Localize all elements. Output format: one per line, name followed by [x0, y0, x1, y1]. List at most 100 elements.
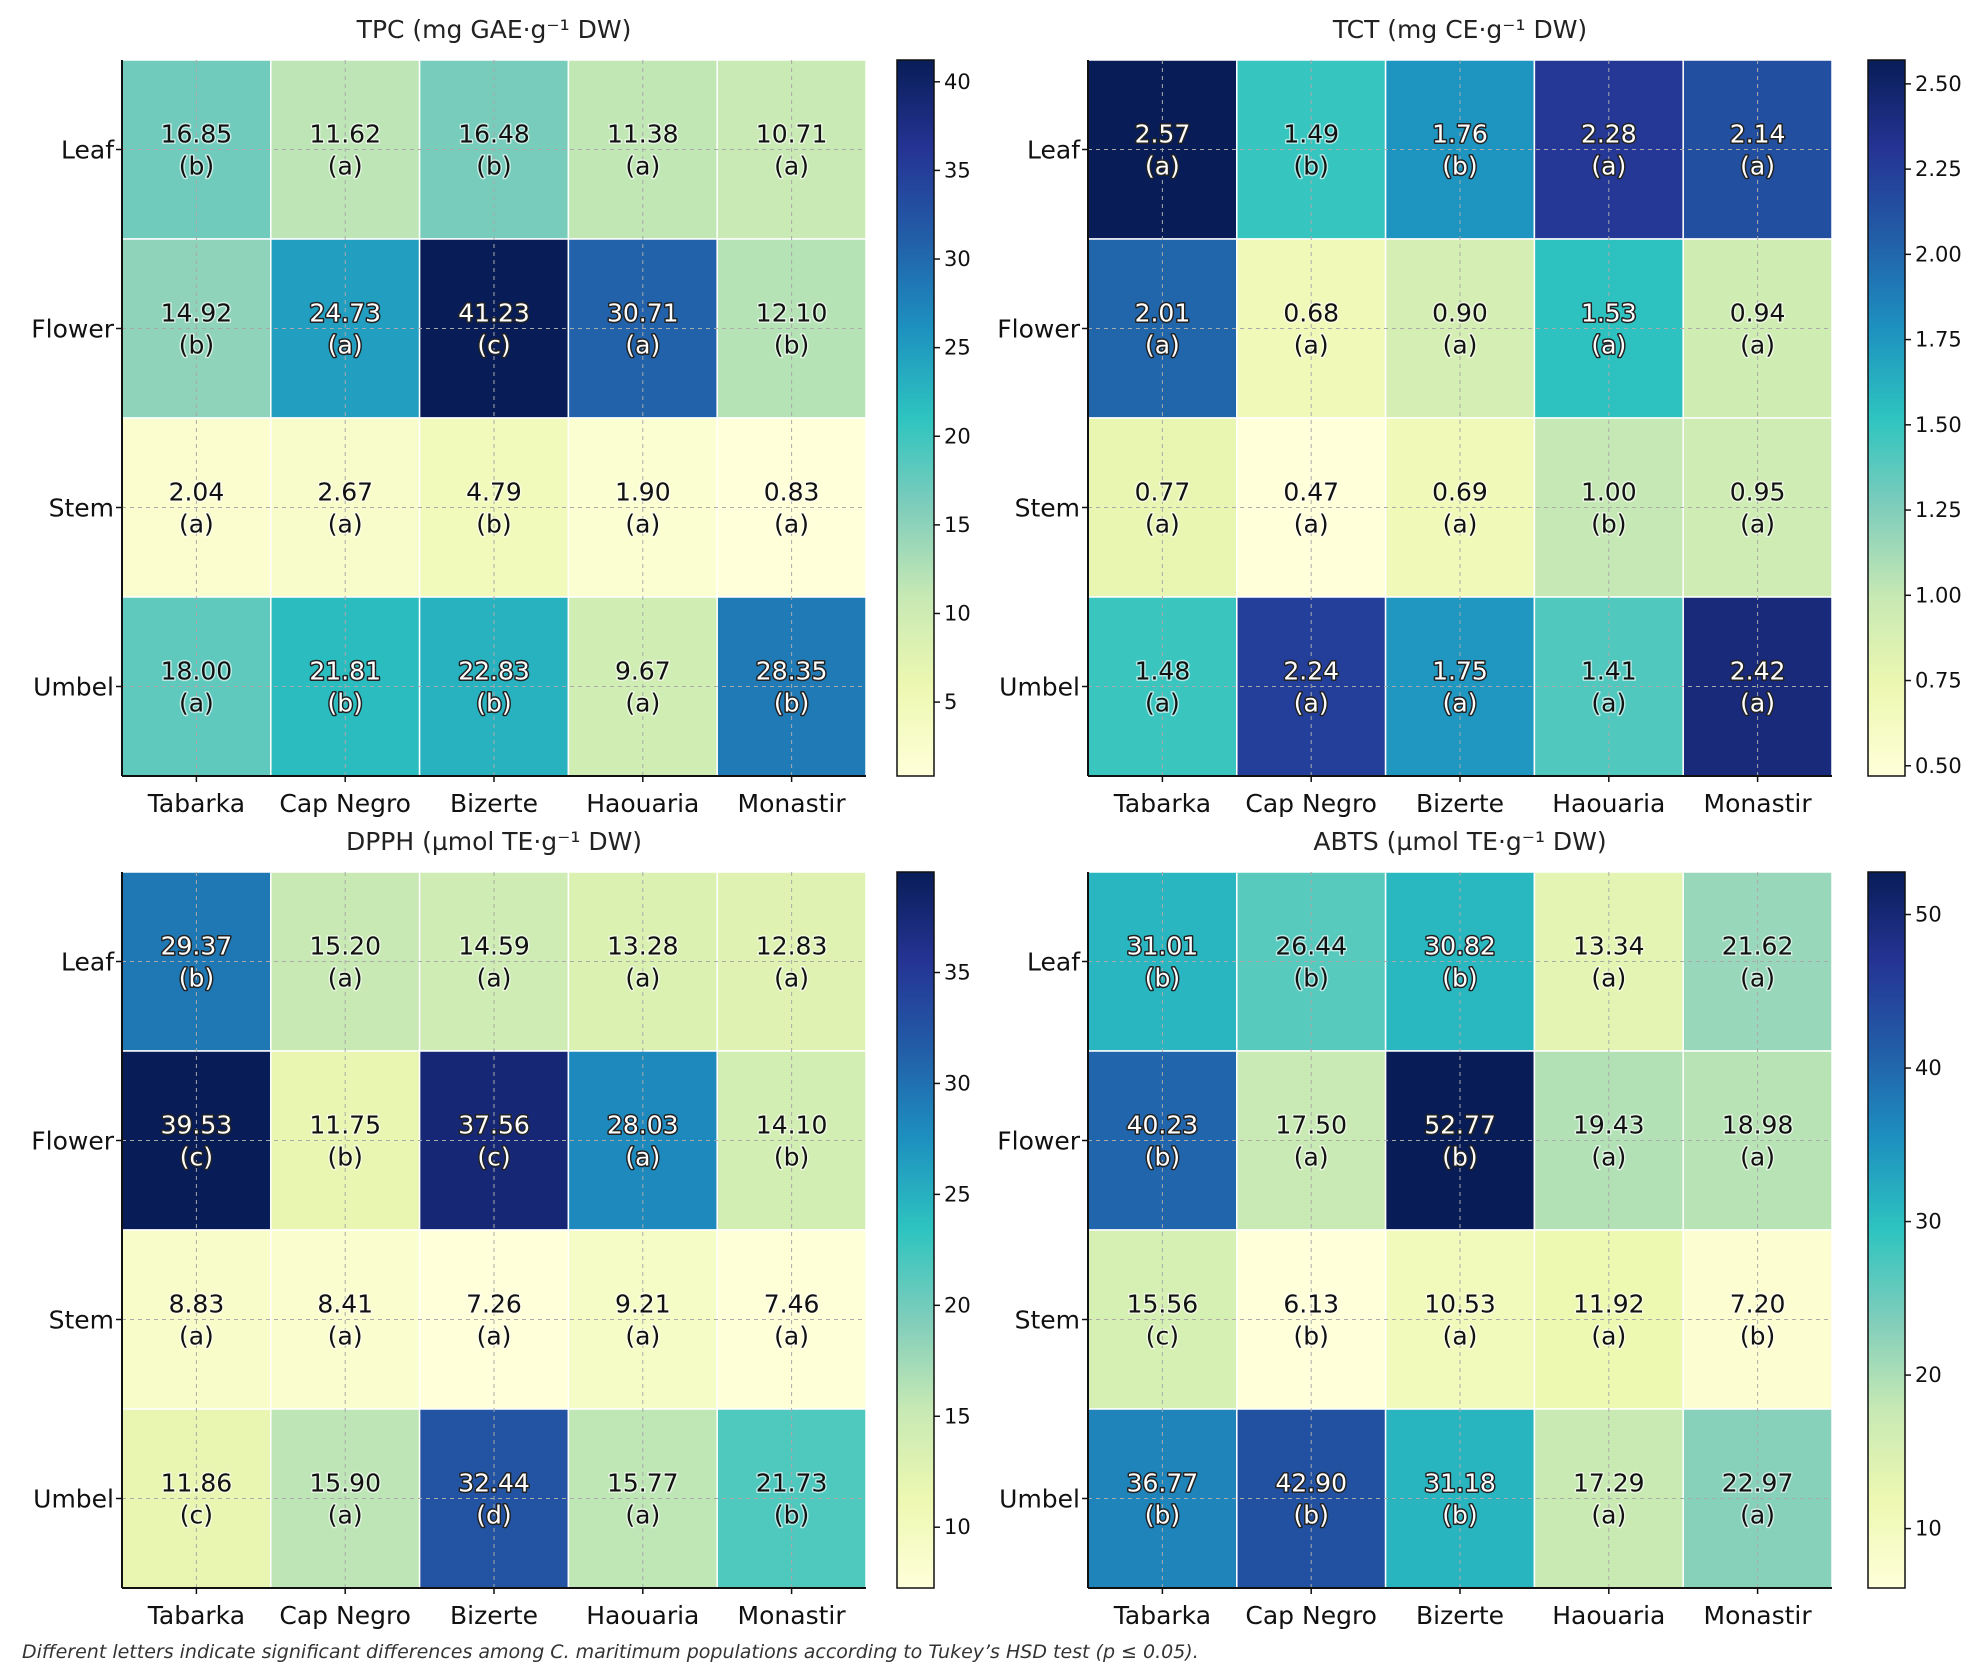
colorbar-tick-label: 2.25: [1915, 157, 1962, 181]
cell-letter: (a): [1294, 510, 1329, 539]
cell-value: 10.53: [1424, 1290, 1496, 1319]
y-tick-label: Umbel: [999, 673, 1080, 702]
cell-value: 22.97: [1722, 1469, 1794, 1498]
x-tick-label: Cap Negro: [1245, 789, 1377, 818]
cell-letter: (b): [1294, 152, 1329, 181]
cell-letter: (a): [625, 689, 660, 718]
cell-value: 22.83: [458, 657, 530, 686]
colorbar-tick-label: 25: [944, 336, 971, 360]
panel-title: ABTS (µmol TE·g⁻¹ DW): [1313, 827, 1606, 856]
cell-letter: (a): [1443, 689, 1478, 718]
cell-value: 1.00: [1581, 478, 1637, 507]
cell-letter: (c): [477, 1143, 510, 1172]
cell-value: 36.77: [1127, 1469, 1199, 1498]
cell-value: 6.13: [1283, 1290, 1339, 1319]
colorbar: [896, 59, 935, 777]
y-tick-label: Umbel: [33, 1485, 114, 1514]
cell-value: 0.69: [1432, 478, 1488, 507]
cell-letter: (c): [477, 331, 510, 360]
cell-value: 14.92: [161, 299, 233, 328]
x-tick-label: Tabarka: [1113, 789, 1211, 818]
colorbar-tick-label: 35: [944, 961, 971, 985]
cell-value: 15.90: [309, 1469, 381, 1498]
cell-value: 15.20: [309, 932, 381, 961]
cell-letter: (a): [1145, 152, 1180, 181]
x-tick-label: Monastir: [1704, 789, 1813, 818]
cell-letter: (a): [328, 964, 363, 993]
colorbar-tick-label: 0.50: [1915, 754, 1962, 778]
y-tick-label: Umbel: [33, 673, 114, 702]
cell-value: 0.83: [764, 478, 820, 507]
colorbar-tick-label: 15: [944, 1404, 971, 1428]
cell-value: 16.85: [161, 120, 233, 149]
cell-letter: (b): [1145, 964, 1180, 993]
cell-value: 24.73: [309, 299, 381, 328]
colorbar-tick-label: 10: [1915, 1517, 1942, 1541]
cell-letter: (b): [1294, 964, 1329, 993]
cell-letter: (a): [1443, 1322, 1478, 1351]
cell-value: 1.48: [1135, 657, 1191, 686]
y-tick-label: Stem: [49, 494, 114, 523]
cell-value: 21.73: [756, 1469, 828, 1498]
colorbar-tick-label: 0.75: [1915, 669, 1962, 693]
cell-letter: (b): [1442, 1501, 1477, 1530]
cell-letter: (a): [1740, 1501, 1775, 1530]
cell-value: 9.67: [615, 657, 671, 686]
cell-value: 0.68: [1283, 299, 1339, 328]
cell-letter: (a): [1740, 510, 1775, 539]
cell-value: 28.03: [607, 1111, 679, 1140]
x-tick-label: Bizerte: [1416, 1601, 1504, 1630]
x-tick-label: Haouaria: [1552, 789, 1665, 818]
cell-letter: (a): [1145, 510, 1180, 539]
cell-value: 26.44: [1275, 932, 1347, 961]
colorbar: [896, 871, 935, 1589]
cell-letter: (a): [1145, 689, 1180, 718]
colorbar-tick-label: 30: [944, 247, 971, 271]
cell-value: 11.75: [309, 1111, 381, 1140]
x-tick-label: Cap Negro: [279, 789, 411, 818]
cell-letter: (b): [179, 964, 214, 993]
heatmap-panel-abts: ABTS (µmol TE·g⁻¹ DW) 31.01 (b) 26.44 (b) 30.…: [997, 827, 1941, 1630]
cell-letter: (a): [625, 1322, 660, 1351]
cell-value: 7.20: [1730, 1290, 1786, 1319]
cell-letter: (b): [1145, 1143, 1180, 1172]
cell-value: 15.77: [607, 1469, 679, 1498]
cell-value: 37.56: [458, 1111, 530, 1140]
cell-letter: (b): [476, 152, 511, 181]
colorbar-tick-label: 1.25: [1915, 498, 1962, 522]
cell-letter: (b): [1145, 1501, 1180, 1530]
cell-letter: (a): [1591, 689, 1626, 718]
cell-value: 2.67: [317, 478, 373, 507]
cell-letter: (a): [625, 964, 660, 993]
x-tick-label: Tabarka: [147, 1601, 245, 1630]
y-tick-label: Leaf: [1027, 136, 1081, 165]
x-tick-label: Tabarka: [1113, 1601, 1211, 1630]
cell-letter: (b): [179, 331, 214, 360]
cell-value: 0.47: [1283, 478, 1339, 507]
colorbar-tick-label: 40: [944, 70, 971, 94]
cell-letter: (a): [1740, 689, 1775, 718]
cell-letter: (a): [179, 1322, 214, 1351]
x-tick-label: Tabarka: [147, 789, 245, 818]
cell-value: 2.24: [1283, 657, 1339, 686]
colorbar-tick-label: 20: [1915, 1363, 1942, 1387]
cell-letter: (a): [625, 510, 660, 539]
cell-letter: (b): [476, 510, 511, 539]
cell-letter: (a): [1145, 331, 1180, 360]
colorbar-tick-label: 20: [944, 424, 971, 448]
cell-value: 4.79: [466, 478, 522, 507]
cell-letter: (b): [1294, 1322, 1329, 1351]
cell-letter: (b): [774, 1501, 809, 1530]
cell-value: 2.28: [1581, 120, 1637, 149]
cell-letter: (b): [1442, 152, 1477, 181]
cell-letter: (a): [1591, 1322, 1626, 1351]
cell-value: 8.83: [169, 1290, 225, 1319]
cell-value: 9.21: [615, 1290, 671, 1319]
colorbar-tick-label: 2.00: [1915, 242, 1962, 266]
x-tick-label: Monastir: [738, 1601, 847, 1630]
cell-letter: (a): [1591, 1501, 1626, 1530]
cell-value: 1.75: [1432, 657, 1488, 686]
cell-value: 15.56: [1127, 1290, 1199, 1319]
colorbar-tick-label: 1.75: [1915, 328, 1962, 352]
y-tick-label: Leaf: [1027, 948, 1081, 977]
